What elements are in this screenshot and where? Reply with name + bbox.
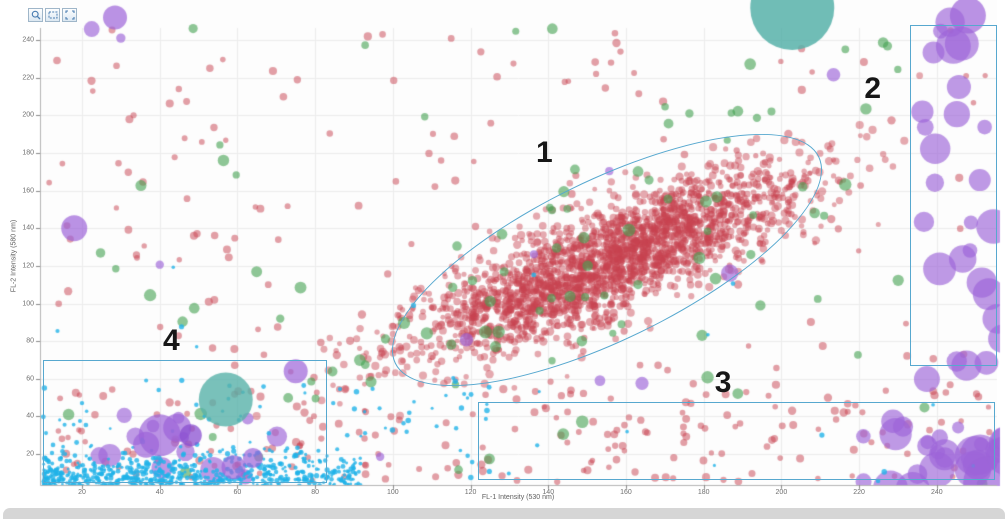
magnifier-icon xyxy=(31,10,41,20)
x-axis-title: FL-1 Intensity (530 nm) xyxy=(481,494,555,501)
x-tick-label: 120 xyxy=(464,489,477,496)
x-tick-label: 180 xyxy=(697,489,710,496)
gate-region-2[interactable] xyxy=(909,24,998,366)
y-tick-label: 140 xyxy=(22,224,34,232)
box-select-icon xyxy=(48,10,58,20)
x-tick-label: 20 xyxy=(78,489,86,496)
y-tick-label: 80 xyxy=(26,337,34,345)
y-tick-label: 220 xyxy=(22,74,34,82)
gate-label-3: 3 xyxy=(714,365,732,399)
fit-view-tool-button[interactable] xyxy=(62,8,77,22)
gate-region-4[interactable] xyxy=(43,360,327,484)
box-select-tool-button[interactable] xyxy=(45,8,60,22)
y-tick-label: 180 xyxy=(22,149,34,157)
x-tick-label: 40 xyxy=(155,489,164,496)
x-tick-label: 160 xyxy=(620,489,632,496)
x-tick-label: 60 xyxy=(233,489,242,496)
gate-region-3[interactable] xyxy=(478,402,996,481)
gate-label-1: 1 xyxy=(536,135,553,169)
fit-view-icon xyxy=(64,10,75,20)
y-tick-label: 60 xyxy=(26,375,34,383)
y-tick-label: 40 xyxy=(26,412,34,420)
y-axis-title: FL-2 Intensity (580 nm) xyxy=(10,219,18,293)
x-tick-label: 200 xyxy=(775,489,788,496)
y-tick-label: 160 xyxy=(22,187,34,195)
y-tick-label: 200 xyxy=(22,111,34,119)
gate-label-2: 2 xyxy=(864,71,882,105)
y-tick-label: 120 xyxy=(22,262,34,270)
x-tick-label: 220 xyxy=(853,489,865,496)
gate-label-4: 4 xyxy=(163,324,180,358)
y-tick-label: 240 xyxy=(22,36,34,44)
x-tick-label: 140 xyxy=(542,489,555,496)
bottom-edge-bar xyxy=(3,508,1005,519)
y-tick-label: 100 xyxy=(22,300,34,308)
x-tick-label: 240 xyxy=(930,489,943,496)
plot-toolbar xyxy=(28,8,77,22)
zoom-tool-button[interactable] xyxy=(28,8,43,22)
x-tick-label: 100 xyxy=(386,489,399,496)
y-tick-label: 20 xyxy=(26,450,34,458)
x-tick-label: 80 xyxy=(311,489,320,496)
